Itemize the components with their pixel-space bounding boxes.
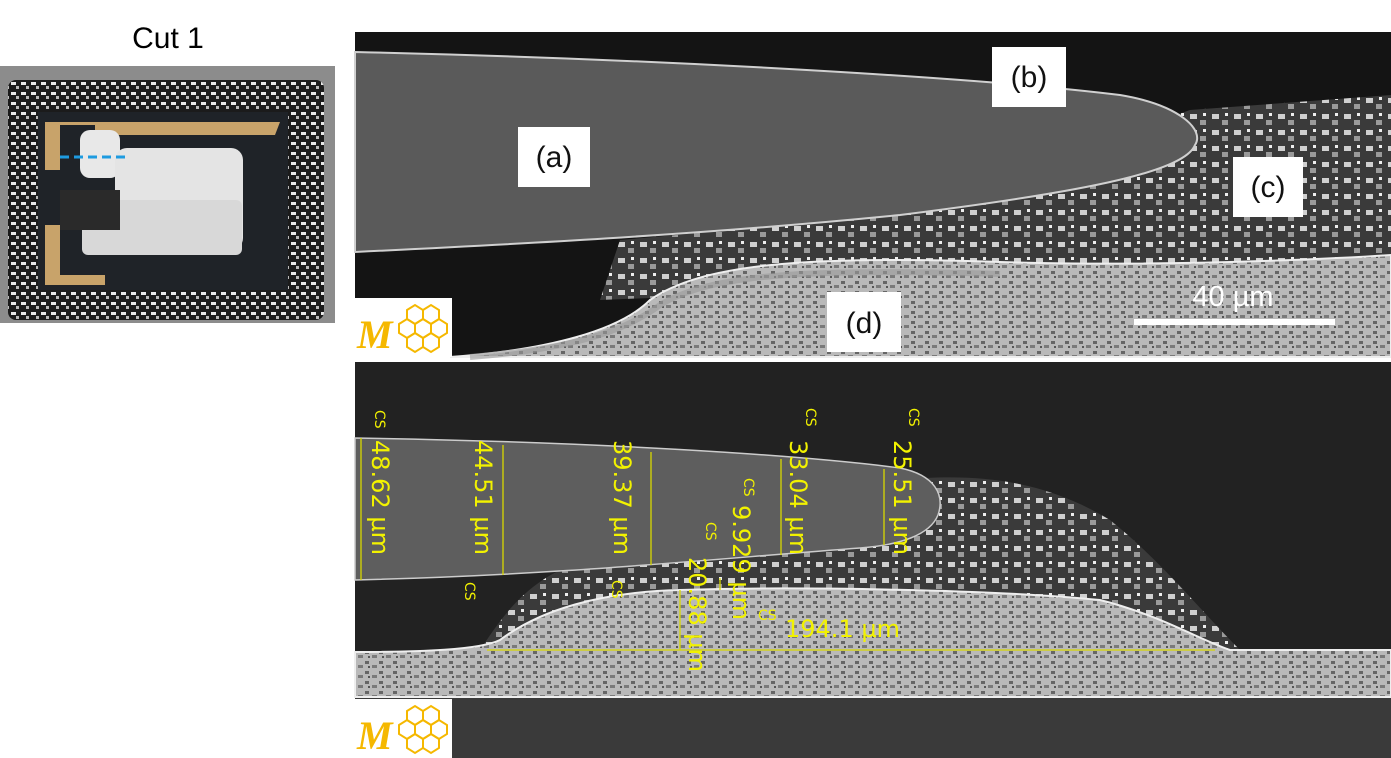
measurement-lines xyxy=(360,438,1215,651)
label-b: (b) xyxy=(992,47,1066,107)
svg-text:CS: CS xyxy=(802,408,818,427)
svg-text:(b): (b) xyxy=(1011,61,1048,94)
scale-bar xyxy=(1134,319,1335,325)
svg-text:CS: CS xyxy=(740,478,756,497)
label-c: (c) xyxy=(1233,157,1303,217)
scale-bar-label: 40 µm xyxy=(1192,281,1273,313)
svg-text:CS: CS xyxy=(702,522,718,541)
svg-text:(a): (a) xyxy=(536,141,573,174)
measurement-194-1: 194.1 µm xyxy=(785,615,900,643)
measurement-44-51: 44.51 µm xyxy=(469,440,497,555)
svg-text:(c): (c) xyxy=(1251,171,1286,204)
svg-text:M: M xyxy=(356,713,394,758)
sem-image-bottom xyxy=(354,362,1391,758)
measurement-9-929: 9.929 µm xyxy=(727,505,755,620)
svg-text:CS: CS xyxy=(461,582,477,601)
svg-text:CS: CS xyxy=(758,608,777,624)
measurement-20-88: 20.88 µm xyxy=(683,557,711,672)
svg-text:CS: CS xyxy=(608,580,624,599)
svg-text:M: M xyxy=(356,312,394,357)
cut-title: Cut 1 xyxy=(132,22,204,55)
svg-text:CS: CS xyxy=(371,410,387,429)
logo-bottom: M xyxy=(355,699,452,758)
optical-image xyxy=(0,66,335,323)
svg-text:(d): (d) xyxy=(846,307,883,340)
label-a: (a) xyxy=(518,127,590,187)
measurement-labels: 48.62 µm 44.51 µm 39.37 µm 20.88 µm 9.92… xyxy=(366,408,921,672)
measurement-25-51: 25.51 µm xyxy=(888,440,916,555)
label-d: (d) xyxy=(827,292,901,352)
svg-text:CS: CS xyxy=(905,408,921,427)
measurement-39-37: 39.37 µm xyxy=(608,440,636,555)
logo-top: M xyxy=(355,298,452,357)
measurement-48-62: 48.62 µm xyxy=(366,440,394,555)
measurement-33-04: 33.04 µm xyxy=(784,440,812,555)
